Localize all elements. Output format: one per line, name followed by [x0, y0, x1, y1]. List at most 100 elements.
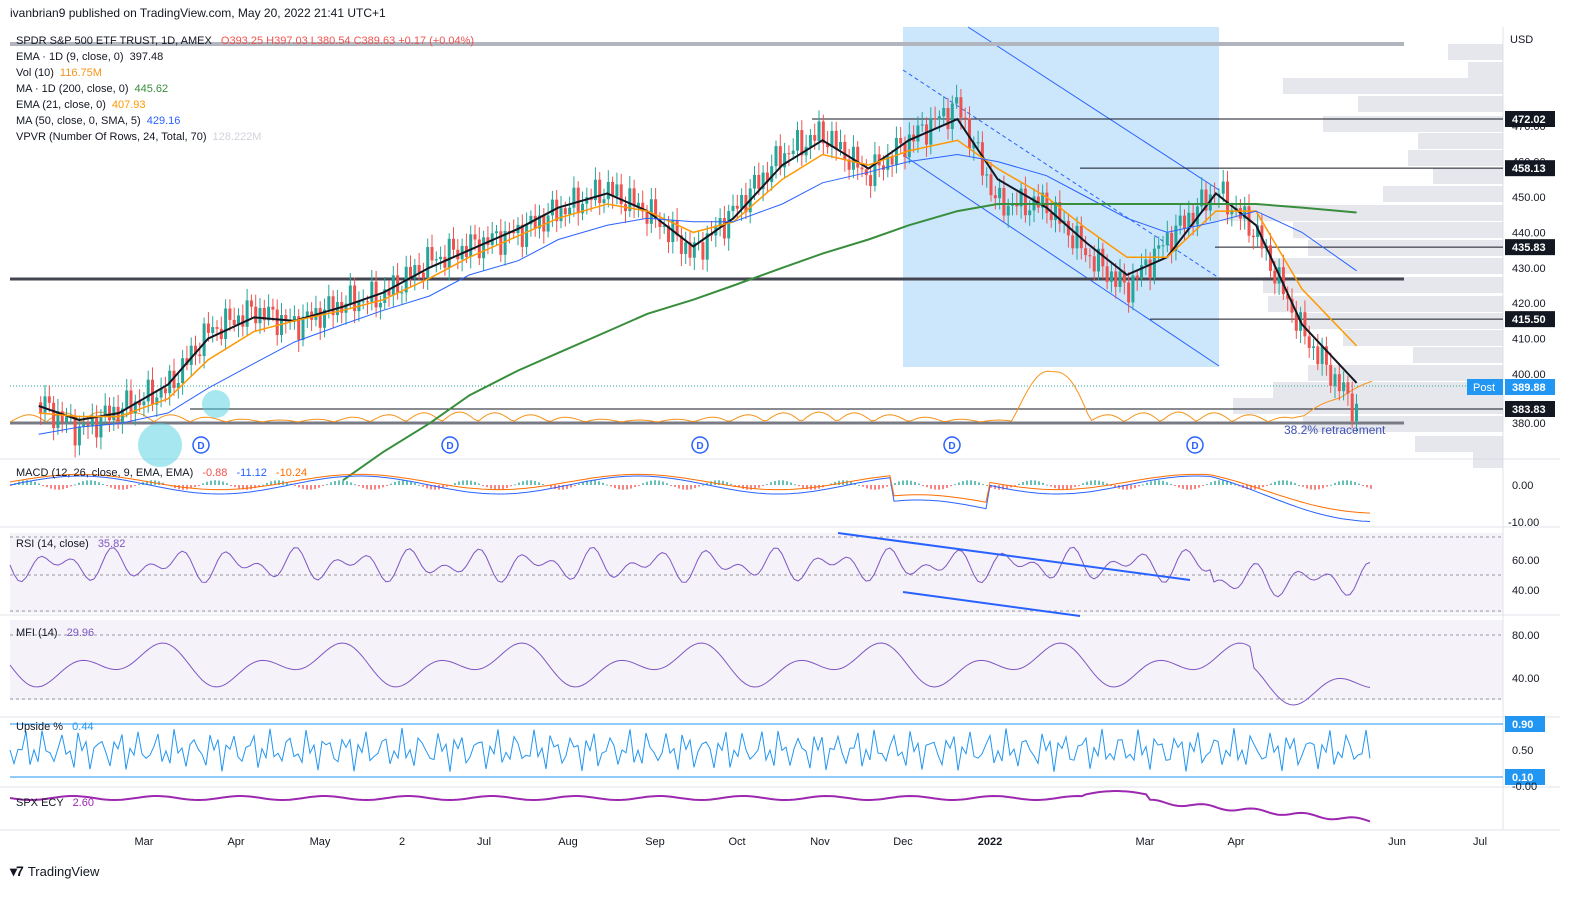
candle-body [843, 141, 847, 160]
candle-body [1324, 346, 1328, 365]
macd-histogram-bar [130, 485, 132, 488]
macd-histogram-bar [482, 485, 484, 486]
vpvr-bar [1293, 222, 1503, 238]
candle-body [151, 379, 155, 405]
macd-histogram-bar [918, 483, 920, 485]
candle-body [800, 130, 804, 156]
macd-histogram-bar [1006, 485, 1008, 489]
candle-body [1346, 382, 1350, 394]
time-tick: 2 [399, 836, 405, 848]
macd-histogram-bar [1338, 481, 1340, 485]
macd-histogram-bar [802, 485, 804, 488]
macd-histogram-bar [1302, 485, 1304, 487]
candle-body [533, 215, 537, 229]
macd-histogram-bar [874, 485, 876, 490]
candle-body [1097, 248, 1101, 272]
time-tick: Jul [1473, 836, 1487, 848]
indicator-row: MA (50, close, 0, SMA, 5) 429.16 [16, 113, 180, 129]
macd-histogram-bar [794, 484, 796, 486]
macd-histogram-bar [90, 480, 92, 485]
macd-histogram-bar [1326, 485, 1328, 487]
candle-body [409, 266, 413, 279]
macd-histogram-bar [1230, 482, 1232, 485]
macd-histogram-bar [66, 485, 68, 489]
macd-histogram-bar [674, 485, 676, 487]
vpvr-bar [1323, 116, 1503, 132]
price-badge [1505, 401, 1555, 417]
macd-histogram-bar [1134, 485, 1136, 489]
macd-histogram-bar [1262, 485, 1264, 488]
price-badge-label: 458.13 [1512, 163, 1546, 175]
time-tick: Nov [810, 836, 830, 848]
macd-signal-value: -10.24 [275, 467, 308, 479]
price-badge-label: 435.83 [1512, 242, 1546, 254]
candle-body [568, 207, 572, 215]
macd-histogram-bar [1090, 480, 1092, 485]
macd-histogram-bar [214, 480, 216, 485]
candle-body [593, 179, 597, 201]
macd-histogram-bar [490, 485, 492, 489]
candle-body [60, 411, 64, 422]
macd-histogram-bar [666, 483, 668, 485]
macd-histogram-bar [1130, 485, 1132, 490]
candle-body [606, 181, 610, 200]
macd-histogram-bar [74, 484, 76, 486]
macd-histogram-bar [702, 484, 704, 486]
candle-body [925, 124, 929, 145]
candle-body [1251, 235, 1255, 238]
macd-histogram-bar [382, 485, 384, 488]
candle-body [662, 225, 666, 227]
candle-body [727, 211, 731, 239]
macd-histogram-bar [1234, 484, 1236, 486]
candle-body [1329, 364, 1333, 386]
candle-body [1221, 181, 1225, 194]
candle-body [1273, 270, 1277, 284]
macd-histogram-bar [862, 485, 864, 487]
candle-body [262, 308, 266, 321]
vpvr-bar [1415, 436, 1503, 452]
candle-body [778, 146, 782, 168]
candle-body [452, 238, 456, 250]
candle-body [159, 388, 163, 398]
candle-body [211, 327, 215, 333]
dividend-marker-icon [1186, 436, 1204, 454]
macd-histogram-bar [670, 485, 672, 486]
macd-histogram-bar [894, 482, 896, 485]
candle-body [525, 224, 529, 247]
macd-histogram-bar [574, 485, 576, 486]
macd-histogram-bar [134, 485, 136, 486]
macd-histogram-bar [418, 484, 420, 486]
vpvr-bar [1433, 168, 1503, 184]
macd-histogram-bar [934, 485, 936, 490]
macd-histogram-bar [562, 485, 564, 490]
candle-body [95, 415, 99, 438]
macd-histogram-bar [726, 482, 728, 485]
indicator-label: Vol (10) [16, 67, 54, 79]
candle-body [258, 308, 262, 324]
candle-body [215, 327, 219, 329]
tradingview-logo[interactable]: ▾7 TradingView [10, 863, 99, 880]
candle-body [899, 137, 903, 144]
macd-histogram-bar [398, 480, 400, 485]
candle-body [572, 187, 576, 208]
macd-histogram-bar [730, 483, 732, 485]
candle-body [611, 181, 615, 197]
macd-histogram-bar [974, 480, 976, 485]
rsi-title: RSI (14, close) 35.82 [16, 538, 126, 550]
macd-histogram-bar [1050, 485, 1052, 487]
macd-histogram-bar [962, 481, 964, 485]
macd-histogram-bar [534, 480, 536, 485]
candle-body [297, 316, 301, 340]
candle-body [963, 117, 967, 119]
macd-histogram-bar [1122, 485, 1124, 490]
indicator-label: MA (50, close, 0, SMA, 5) [16, 115, 141, 127]
macd-histogram-bar [1102, 481, 1104, 485]
macd-histogram-bar [882, 485, 884, 489]
macd-histogram-bar [554, 485, 556, 490]
candle-body [47, 396, 51, 403]
macd-histogram-bar [242, 485, 244, 490]
time-tick: Dec [893, 836, 913, 848]
ema9-line [38, 117, 1358, 422]
macd-histogram-bar [718, 480, 720, 485]
